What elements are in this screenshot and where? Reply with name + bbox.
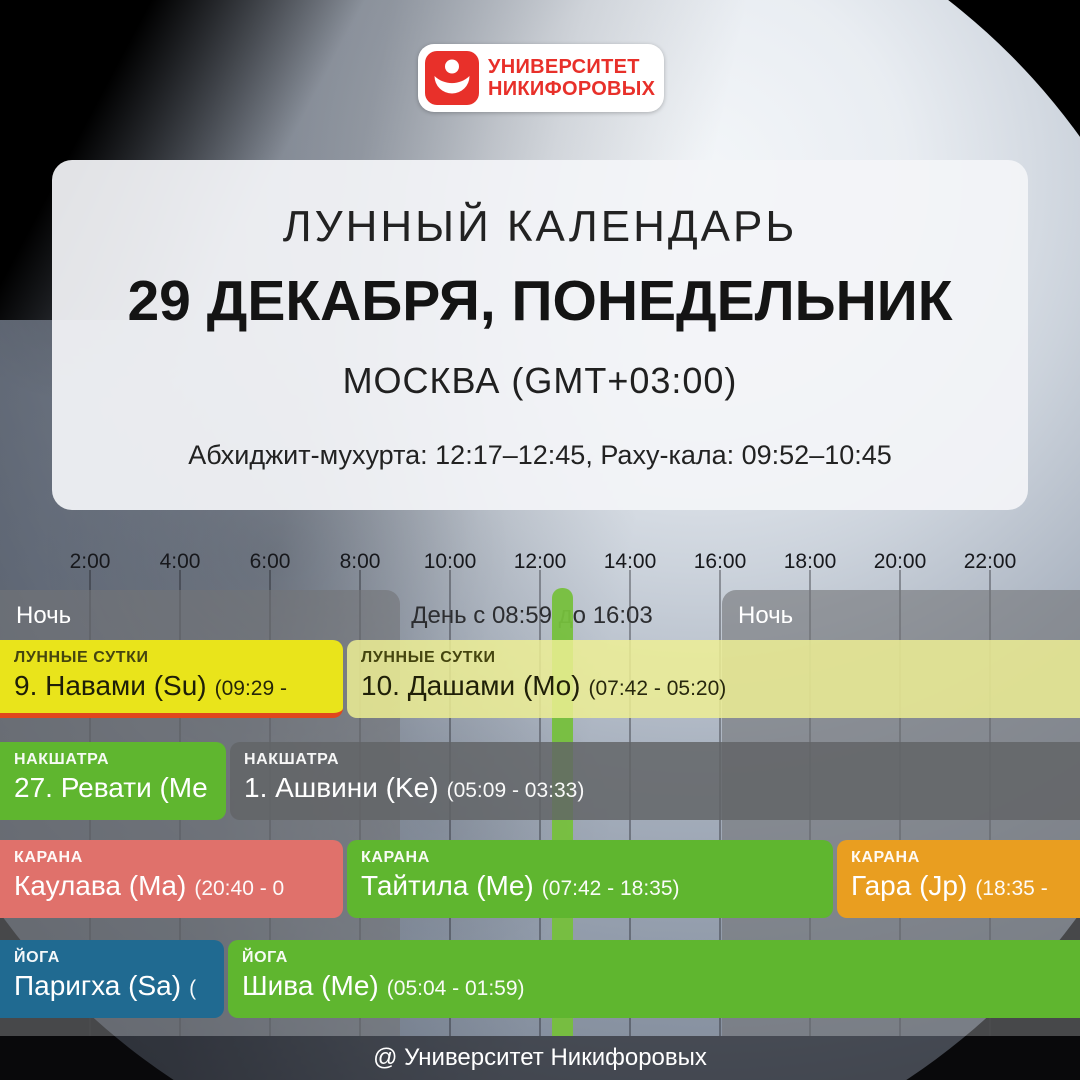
block-time: (05:09 - 03:33) — [446, 779, 585, 802]
night-label-left: Ночь — [16, 602, 72, 629]
block-title: Паригха (Sa) — [14, 970, 182, 1001]
row-yoga: ЙОГА Паригха (Sa) ( ЙОГА Шива (Me) (05:04 … — [0, 940, 1080, 1018]
hour-label: 4:00 — [159, 550, 201, 573]
hour-label: 6:00 — [249, 550, 291, 573]
block-category: НАКШАТРА — [14, 751, 110, 768]
block-category: КАРАНА — [851, 849, 920, 866]
block-time: (07:42 - 05:20) — [588, 677, 727, 700]
block-category: ЛУННЫЕ СУТКИ — [361, 649, 496, 666]
hour-label: 22:00 — [963, 550, 1017, 573]
block-title: 1. Ашвини (Ke) — [244, 772, 439, 803]
lunar-day-10-block: ЛУННЫЕ СУТКИ 10. Дашами (Mo) (07:42 - 05:… — [347, 640, 1080, 718]
hour-label: 16:00 — [693, 550, 747, 573]
karana-gara-block: КАРАНА Гара (Jp) (18:35 - — [837, 840, 1080, 918]
block-time: (07:42 - 18:35) — [541, 877, 680, 900]
yoga-shiva-block: ЙОГА Шива (Me) (05:04 - 01:59) — [228, 940, 1080, 1018]
block-title: Гара (Jp) — [851, 870, 968, 901]
block-category: ЙОГА — [242, 949, 288, 966]
block-time: (09:29 - — [214, 677, 287, 700]
calendar-title: ЛУННЫЙ КАЛЕНДАРЬ — [282, 202, 798, 251]
block-category: ЛУННЫЕ СУТКИ — [14, 649, 149, 666]
block-time: (05:04 - 01:59) — [386, 977, 525, 1000]
smiling-face-logo-icon — [425, 51, 479, 105]
night-label-right: Ночь — [738, 602, 794, 629]
calendar-date: 29 ДЕКАБРЯ, ПОНЕДЕЛЬНИК — [127, 269, 953, 333]
hour-label: 18:00 — [783, 550, 837, 573]
footer-credit-bar: @ Университет Никифоровых — [0, 1036, 1080, 1080]
karana-kaulava-block: КАРАНА Каулава (Ma) (20:40 - 0 — [0, 840, 343, 918]
day-label: День с 08:59 до 16:03 — [411, 602, 653, 629]
hour-label: 10:00 — [423, 550, 477, 573]
block-title: Тайтила (Me) — [361, 870, 534, 901]
block-title: Каулава (Ma) — [14, 870, 187, 901]
block-time: (18:35 - — [975, 877, 1048, 900]
block-category: КАРАНА — [361, 849, 430, 866]
hour-label: 12:00 — [513, 550, 567, 573]
hour-label: 8:00 — [339, 550, 381, 573]
nakshatra-revati-block: НАКШАТРА 27. Ревати (Me — [0, 742, 226, 820]
karana-taitila-block: КАРАНА Тайтила (Me) (07:42 - 18:35) — [347, 840, 833, 918]
city-timezone: МОСКВА (GMT+03:00) — [342, 360, 738, 401]
block-time: ( — [189, 977, 197, 1000]
block-title: Шива (Me) — [242, 970, 379, 1001]
row-nakshatra: НАКШАТРА 27. Ревати (Me НАКШАТРА 1. Ашви… — [0, 742, 1080, 820]
row-karana: КАРАНА Каулава (Ma) (20:40 - 0 КАРАНА Тай… — [0, 840, 1080, 918]
logo-line1: УНИВЕРСИТЕТ — [488, 56, 640, 78]
hour-label: 14:00 — [603, 550, 657, 573]
block-category: КАРАНА — [14, 849, 83, 866]
header-card: ЛУННЫЙ КАЛЕНДАРЬ 29 ДЕКАБРЯ, ПОНЕДЕЛЬНИК… — [52, 160, 1028, 510]
hour-label: 20:00 — [873, 550, 927, 573]
logo-line2: НИКИФОРОВЫХ — [488, 78, 656, 100]
yoga-parigha-block: ЙОГА Паригха (Sa) ( — [0, 940, 224, 1018]
logo-text: УНИВЕРСИТЕТ НИКИФОРОВЫХ — [488, 56, 655, 100]
nakshatra-ashvini-block: НАКШАТРА 1. Ашвини (Ke) (05:09 - 03:33) — [230, 742, 1080, 820]
block-title: 10. Дашами (Mo) — [361, 670, 581, 701]
muhurta-times: Абхиджит-мухурта: 12:17–12:45, Раху-кала… — [188, 440, 892, 470]
footer-credit: @ Университет Никифоровых — [373, 1044, 707, 1071]
lunar-day-9-block: ЛУННЫЕ СУТКИ 9. Навами (Su) (09:29 - — [0, 640, 343, 718]
block-title: 9. Навами (Su) — [14, 670, 207, 701]
block-title: 27. Ревати (Me — [14, 772, 208, 803]
block-category: НАКШАТРА — [244, 751, 340, 768]
row-lunar-days: ЛУННЫЕ СУТКИ 9. Навами (Su) (09:29 - ЛУНН… — [0, 640, 1080, 718]
university-logo: УНИВЕРСИТЕТ НИКИФОРОВЫХ — [418, 44, 664, 112]
block-category: ЙОГА — [14, 949, 60, 966]
block-time: (20:40 - 0 — [194, 877, 285, 900]
hour-label: 2:00 — [69, 550, 111, 573]
